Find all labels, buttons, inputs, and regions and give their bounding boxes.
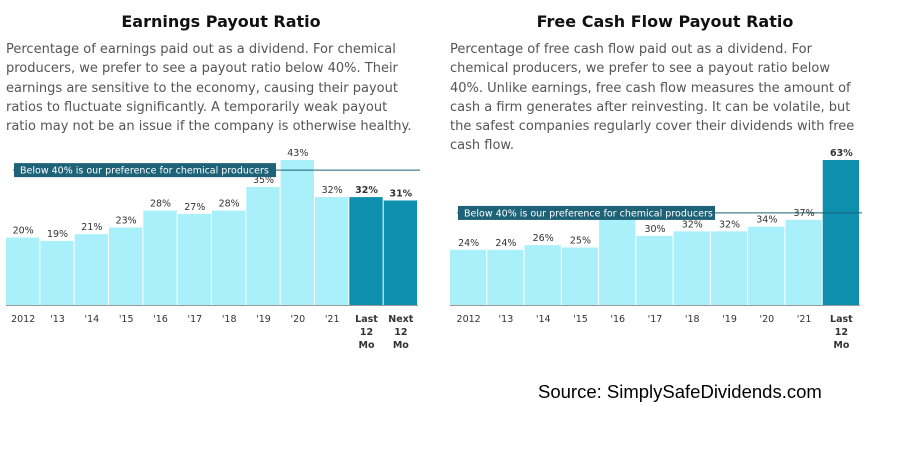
category-label-line: 12	[360, 327, 373, 338]
category-label: Last 12 Mo	[355, 314, 378, 351]
category-label-line: 12	[394, 327, 407, 338]
category-label: '13	[499, 314, 514, 325]
bar	[74, 234, 108, 305]
bar	[109, 227, 143, 305]
value-label: 32%	[682, 219, 703, 230]
category-label: '13	[50, 314, 65, 325]
bar	[748, 226, 785, 305]
category-label: '14	[536, 314, 551, 325]
category-label: 2012	[11, 314, 35, 325]
bar	[177, 213, 211, 305]
value-label: 28%	[150, 199, 171, 210]
bar	[785, 219, 822, 305]
category-label-line: Next	[388, 314, 414, 325]
bar	[561, 247, 599, 305]
category-label: '19	[256, 314, 271, 325]
category-label-line: 12	[835, 327, 848, 338]
category-label: '16	[610, 314, 625, 325]
chart-title: Earnings Payout Ratio	[121, 12, 321, 31]
category-label: '21	[797, 314, 812, 325]
category-label: '19	[722, 314, 737, 325]
bar	[636, 235, 673, 305]
value-label: 31%	[389, 188, 412, 199]
bar	[6, 237, 40, 305]
bar	[710, 231, 748, 305]
value-label: 30%	[644, 224, 665, 235]
category-label: '20	[759, 314, 774, 325]
value-label: 24%	[495, 238, 516, 249]
value-label: 63%	[830, 148, 853, 159]
chart-description: Percentage of free cash flow paid out as…	[450, 42, 855, 154]
category-label: Next 12 Mo	[388, 314, 414, 351]
reference-label-box	[14, 163, 276, 178]
bar	[280, 160, 314, 305]
value-label: 20%	[13, 226, 34, 237]
category-label-line: Mo	[833, 340, 849, 351]
chart-description: Percentage of earnings paid out as a div…	[6, 42, 412, 135]
value-label: 32%	[719, 219, 740, 230]
category-label-line: Last	[830, 314, 853, 325]
value-label: 43%	[287, 148, 308, 159]
value-label: 35%	[253, 175, 274, 186]
bar	[143, 210, 177, 305]
category-label: '15	[573, 314, 588, 325]
bar	[673, 231, 710, 305]
fcf-payout-chart: 24% 24% 26% 25% 30% 32% 32% 34% 37% 63% Below 40% …	[450, 148, 862, 351]
bar	[349, 197, 383, 305]
category-label: '15	[119, 314, 134, 325]
value-label: 32%	[355, 185, 378, 196]
reference-label-box	[458, 205, 715, 220]
reference-label: Below 40% is our preference for chemical…	[464, 208, 713, 219]
source-credit: Source: SimplySafeDividends.com	[538, 381, 822, 402]
bar	[524, 245, 561, 305]
value-label: 37%	[794, 208, 815, 219]
category-label: '18	[685, 314, 700, 325]
earnings-payout-panel: Earnings Payout Ratio Percentage of earn…	[6, 0, 436, 360]
value-label: 25%	[570, 235, 591, 246]
category-label: '18	[222, 314, 237, 325]
bar	[383, 200, 417, 305]
bar	[212, 210, 246, 305]
value-label: 21%	[81, 222, 102, 233]
category-label-line: Mo	[359, 340, 375, 351]
bar	[246, 186, 280, 305]
category-label: '21	[325, 314, 340, 325]
value-label: 26%	[533, 233, 554, 244]
category-label: '14	[84, 314, 99, 325]
earnings-payout-chart: 20% 19% 21% 23% 28% 27% 28% 35% 43% 32% 32% 31% Belo…	[6, 148, 420, 351]
category-label: Last 12 Mo	[830, 314, 853, 351]
reference-label: Below 40% is our preference for chemical…	[20, 166, 269, 177]
category-label-line: Last	[355, 314, 378, 325]
bar	[315, 197, 349, 305]
value-label: 32%	[322, 185, 343, 196]
bar	[599, 208, 636, 305]
category-label: 2012	[457, 314, 481, 325]
bar	[40, 240, 74, 305]
category-label: '16	[153, 314, 168, 325]
category-label: '17	[187, 314, 202, 325]
value-label: 27%	[184, 202, 205, 213]
value-label: 23%	[116, 215, 137, 226]
bar	[487, 249, 524, 305]
category-label-line: Mo	[393, 340, 409, 351]
value-label: 24%	[458, 238, 479, 249]
fcf-payout-panel: Free Cash Flow Payout Ratio Percentage o…	[450, 0, 880, 360]
chart-title: Free Cash Flow Payout Ratio	[536, 12, 794, 31]
bar	[450, 249, 487, 305]
category-label: '20	[290, 314, 305, 325]
value-label: 19%	[47, 229, 68, 240]
value-label: 28%	[219, 199, 240, 210]
value-label: 34%	[756, 215, 777, 226]
bar	[822, 160, 859, 305]
category-label: '17	[648, 314, 663, 325]
